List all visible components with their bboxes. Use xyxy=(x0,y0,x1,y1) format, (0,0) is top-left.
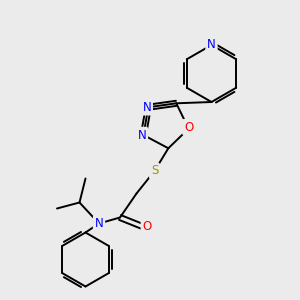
Text: N: N xyxy=(138,128,146,142)
Text: N: N xyxy=(207,38,216,52)
Text: N: N xyxy=(94,217,103,230)
Text: O: O xyxy=(142,220,152,233)
Text: N: N xyxy=(142,101,151,114)
Text: S: S xyxy=(151,164,158,178)
Text: O: O xyxy=(184,121,193,134)
